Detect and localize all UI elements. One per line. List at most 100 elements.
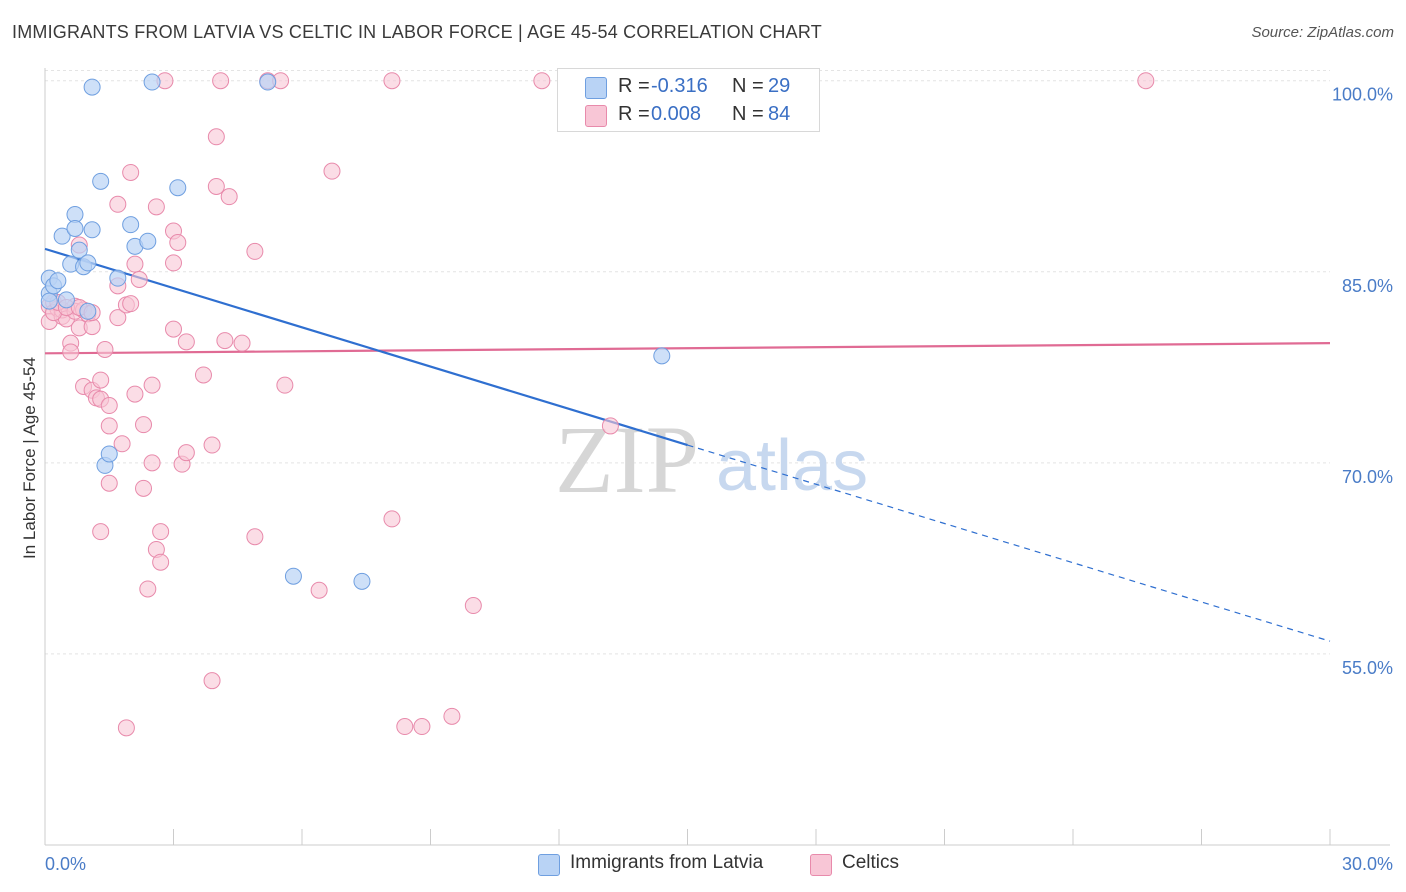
- point-celtics: [203, 436, 221, 454]
- legend-row-celtics: R = 0.008 N = 84: [558, 100, 819, 130]
- point-celtics: [464, 597, 482, 615]
- point-celtics: [533, 72, 551, 90]
- grid-lines: [45, 70, 1330, 655]
- point-celtics: [122, 163, 140, 181]
- point-latvia: [57, 291, 75, 309]
- point-celtics: [122, 295, 140, 313]
- point-celtics: [92, 371, 110, 389]
- point-latvia: [109, 269, 127, 287]
- point-latvia: [83, 78, 101, 96]
- y-tick-label: 85.0%: [1342, 276, 1393, 296]
- point-celtics: [233, 334, 251, 352]
- y-tick-labels: 55.0% 70.0% 85.0% 100.0%: [1332, 85, 1393, 678]
- point-celtics: [100, 474, 118, 492]
- legend-n-value: 29: [768, 75, 791, 97]
- point-celtics: [246, 528, 264, 546]
- bottom-legend-swatch-latvia: [538, 854, 560, 876]
- point-celtics: [109, 309, 127, 327]
- bottom-legend-label: Celtics: [842, 852, 900, 873]
- point-latvia: [284, 567, 302, 585]
- point-celtics: [113, 435, 131, 453]
- point-celtics: [194, 366, 212, 384]
- point-celtics: [130, 270, 148, 288]
- legend-swatch-latvia: [585, 77, 607, 99]
- point-celtics: [323, 162, 341, 180]
- bottom-legend-label: Immigrants from Latvia: [570, 852, 764, 873]
- legend-n-label: N =: [732, 75, 764, 97]
- point-celtics: [216, 332, 234, 350]
- legend-n-value: 84: [768, 103, 791, 125]
- trend-line-latvia: [44, 247, 688, 447]
- legend-r-label: R =: [618, 75, 650, 97]
- point-celtics: [169, 234, 187, 252]
- point-celtics: [147, 198, 165, 216]
- point-latvia: [259, 73, 277, 91]
- point-latvia: [83, 221, 101, 239]
- point-celtics: [383, 510, 401, 528]
- point-celtics: [165, 254, 182, 272]
- legend-n-label: N =: [732, 103, 764, 125]
- legend-r-value: 0.008: [651, 103, 702, 125]
- axes: [44, 68, 1390, 846]
- point-celtics: [413, 718, 431, 736]
- point-celtics: [135, 479, 153, 497]
- data-points: [40, 72, 1155, 737]
- correlation-legend: R = -0.316 N = 29 R = 0.008 N = 84: [557, 68, 820, 132]
- point-celtics: [143, 454, 161, 472]
- point-latvia: [70, 241, 88, 259]
- point-celtics: [276, 376, 294, 394]
- y-tick-label: 70.0%: [1342, 467, 1393, 487]
- point-latvia: [79, 302, 97, 320]
- point-celtics: [152, 523, 170, 541]
- point-latvia: [139, 232, 157, 250]
- point-latvia: [92, 172, 110, 190]
- watermark-zip: ZIP: [555, 406, 699, 513]
- point-celtics: [143, 376, 161, 394]
- point-celtics: [1137, 72, 1155, 90]
- point-celtics: [601, 417, 619, 435]
- trend-lines: [44, 247, 1331, 642]
- point-celtics: [310, 581, 328, 599]
- point-celtics: [177, 333, 195, 351]
- y-tick-label: 55.0%: [1342, 658, 1393, 678]
- y-axis-label: In Labor Force | Age 45-54: [20, 357, 39, 559]
- point-celtics: [207, 177, 225, 195]
- legend-swatch-celtics: [585, 105, 607, 127]
- point-celtics: [207, 128, 225, 146]
- point-celtics: [100, 417, 118, 435]
- point-celtics: [177, 444, 195, 462]
- x-tick-label-max: 30.0%: [1342, 854, 1393, 874]
- point-celtics: [220, 188, 238, 206]
- watermark: ZIP atlas: [555, 406, 868, 513]
- legend-r-value: -0.316: [651, 75, 708, 97]
- bottom-legend-swatch-celtics: [810, 854, 832, 876]
- point-celtics: [92, 523, 110, 541]
- watermark-atlas: atlas: [716, 426, 868, 506]
- legend-r-label: R =: [618, 103, 650, 125]
- point-celtics: [135, 416, 153, 434]
- point-celtics: [165, 320, 182, 338]
- point-celtics: [100, 397, 118, 415]
- point-celtics: [396, 718, 414, 736]
- trend-line-celtics: [44, 342, 1331, 355]
- point-latvia: [49, 272, 67, 290]
- point-celtics: [139, 580, 157, 598]
- point-latvia: [169, 179, 187, 197]
- source-label: Source: ZipAtlas.com: [1251, 24, 1394, 41]
- point-celtics: [117, 719, 135, 737]
- point-celtics: [62, 343, 80, 361]
- point-celtics: [246, 242, 264, 260]
- point-latvia: [66, 219, 84, 237]
- point-latvia: [653, 347, 671, 365]
- point-latvia: [143, 73, 161, 91]
- chart-title: IMMIGRANTS FROM LATVIA VS CELTIC IN LABO…: [12, 22, 822, 42]
- point-latvia: [353, 572, 371, 590]
- point-celtics: [96, 341, 114, 359]
- point-celtics: [126, 385, 144, 403]
- point-latvia: [122, 216, 140, 234]
- x-tick-label-min: 0.0%: [45, 854, 86, 874]
- point-celtics: [443, 707, 461, 725]
- point-latvia: [53, 227, 71, 245]
- legend-row-latvia: R = -0.316 N = 29: [558, 72, 819, 102]
